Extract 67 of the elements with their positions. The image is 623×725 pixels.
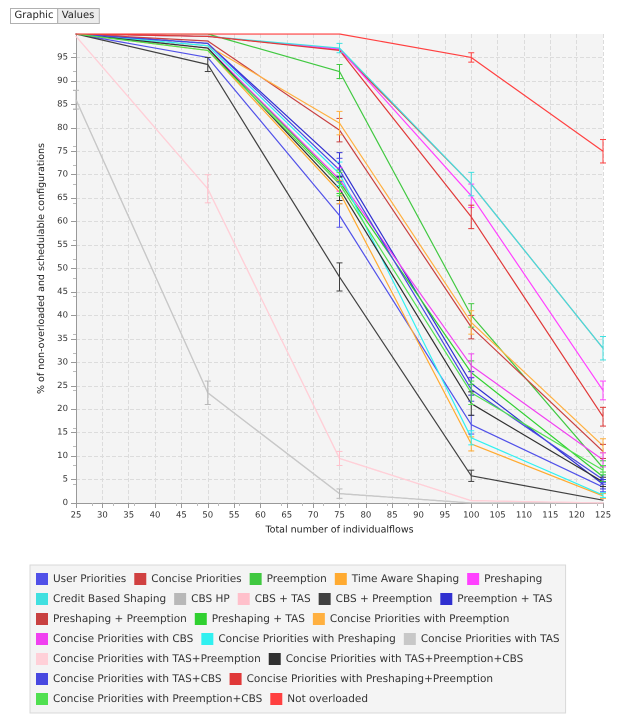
y-tick-label: 50 bbox=[57, 264, 68, 274]
legend-label: Concise Priorities bbox=[151, 573, 242, 585]
y-tick-label: 45 bbox=[57, 286, 68, 297]
y-tick-label: 60 bbox=[57, 216, 68, 227]
x-tick-label: 110 bbox=[516, 510, 532, 520]
x-tick-label: 55 bbox=[228, 510, 240, 520]
legend-label: Preemption + TAS bbox=[457, 593, 553, 605]
x-tick-label: 90 bbox=[413, 510, 424, 520]
legend-label: Concise Priorities with Preemption bbox=[330, 613, 510, 625]
legend-label: User Priorities bbox=[53, 573, 126, 585]
legend-label: CBS + TAS bbox=[254, 593, 311, 605]
legend-label: Concise Priorities with TAS+Preemption bbox=[53, 653, 261, 665]
x-tick-label: 100 bbox=[463, 510, 480, 520]
y-tick-label: 15 bbox=[57, 428, 68, 438]
legend-label: Credit Based Shaping bbox=[53, 593, 166, 605]
x-axis-title: Total number of individualflows bbox=[264, 524, 414, 536]
legend-label: Concise Priorities with TAS bbox=[420, 633, 560, 645]
y-tick-label: 80 bbox=[57, 122, 68, 133]
legend-label: Concise Priorities with Preshaping+Preemption bbox=[246, 673, 494, 685]
y-tick-label: 40 bbox=[57, 310, 68, 320]
x-tick-label: 25 bbox=[70, 510, 82, 520]
legend-label: Concise Priorities with Preshaping bbox=[218, 633, 396, 645]
y-tick-label: 75 bbox=[57, 146, 68, 156]
x-tick-label: 35 bbox=[123, 510, 134, 520]
y-tick-label: 10 bbox=[57, 451, 68, 462]
y-tick-label: 90 bbox=[57, 76, 68, 86]
y-axis-title: % of non-overloaded and schedulable configurations bbox=[36, 142, 47, 394]
legend-label: Preshaping + TAS bbox=[212, 613, 306, 625]
y-tick-label: 25 bbox=[57, 380, 68, 391]
legend-label: Concise Priorities with TAS+CBS bbox=[53, 673, 222, 685]
x-tick-label: 125 bbox=[594, 510, 612, 520]
y-tick-label: 35 bbox=[57, 334, 68, 344]
legend-label: Time Aware Shaping bbox=[350, 573, 460, 585]
y-tick-label: 85 bbox=[57, 99, 68, 110]
x-tick-label: 80 bbox=[360, 510, 372, 520]
text: Values bbox=[62, 10, 94, 21]
y-tick-label: 20 bbox=[57, 404, 68, 414]
x-tick-label: 75 bbox=[334, 510, 345, 520]
y-tick-label: 70 bbox=[57, 170, 68, 180]
x-tick-label: 85 bbox=[386, 510, 398, 520]
y-tick-label: 55 bbox=[57, 240, 68, 250]
legend-label: Preshaping bbox=[484, 573, 542, 585]
x-tick-label: 30 bbox=[96, 510, 108, 520]
x-tick-label: 115 bbox=[542, 510, 558, 520]
legend-label: Concise Priorities with Preemption+CBS bbox=[53, 693, 263, 705]
y-tick-label: 65 bbox=[57, 193, 68, 204]
x-tick-label: 120 bbox=[568, 510, 585, 520]
legend-label: Preemption bbox=[266, 573, 327, 585]
y-tick-label: 0 bbox=[62, 498, 68, 508]
legend-label: Concise Priorities with TAS+Preemption+CBS bbox=[286, 653, 524, 665]
x-tick-label: 65 bbox=[281, 510, 292, 520]
x-tick-label: 60 bbox=[255, 510, 266, 520]
x-tick-label: 50 bbox=[202, 510, 214, 520]
text: Graphic bbox=[14, 10, 54, 21]
y-tick-label: 5 bbox=[62, 474, 68, 485]
x-tick-label: 105 bbox=[489, 510, 506, 520]
x-tick-label: 45 bbox=[176, 510, 187, 520]
legend-label: Preshaping + Preemption bbox=[53, 613, 187, 625]
y-tick-label: 95 bbox=[57, 52, 68, 62]
x-tick-label: 70 bbox=[308, 510, 319, 520]
x-tick-label: 40 bbox=[150, 510, 160, 520]
legend-label: Not overloaded bbox=[287, 693, 368, 705]
legend-label: CBS HP bbox=[191, 593, 230, 605]
legend-label: Concise Priorities with CBS bbox=[53, 633, 194, 645]
y-tick-label: 30 bbox=[57, 357, 68, 368]
legend-label: CBS + Preemption bbox=[336, 593, 432, 605]
x-tick-label: 95 bbox=[439, 510, 450, 520]
